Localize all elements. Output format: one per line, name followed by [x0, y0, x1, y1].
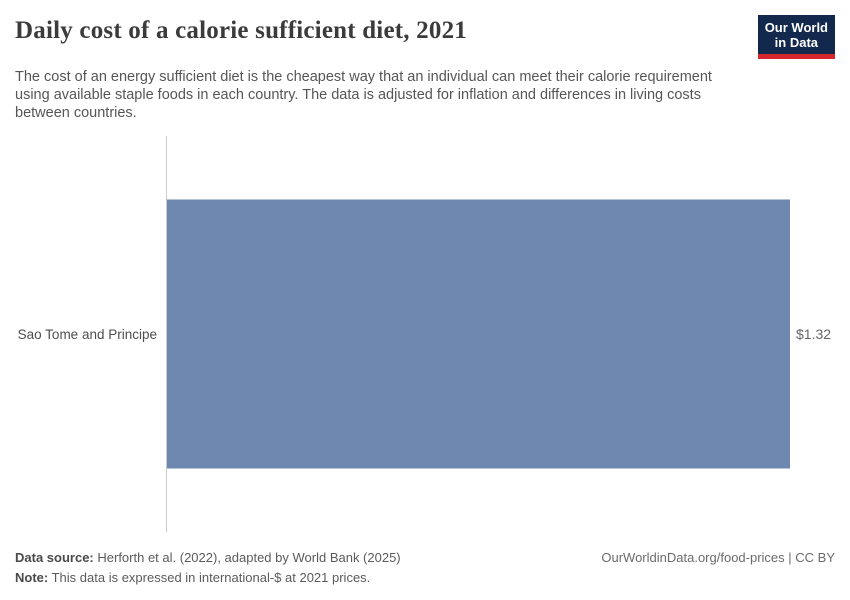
- chart-title: Daily cost of a calorie sufficient diet,…: [15, 17, 467, 44]
- data-source-line: Data source: Herforth et al. (2022), ada…: [15, 548, 401, 568]
- note-line: Note: This data is expressed in internat…: [15, 568, 401, 588]
- bar-chart: Sao Tome and Principe $1.32: [15, 136, 835, 532]
- plot-area: [166, 136, 790, 532]
- value-label: $1.32: [796, 326, 832, 342]
- data-source-text: Herforth et al. (2022), adapted by World…: [97, 550, 401, 565]
- data-source-label: Data source:: [15, 550, 94, 565]
- category-label: Sao Tome and Principe: [17, 326, 157, 342]
- owid-logo-line1: Our World: [764, 20, 828, 35]
- note-text: This data is expressed in international-…: [51, 570, 371, 585]
- owid-logo-line2: in Data: [774, 35, 819, 50]
- attribution-link[interactable]: OurWorldinData.org/food-prices | CC BY: [601, 550, 835, 565]
- header: Daily cost of a calorie sufficient diet,…: [15, 15, 835, 59]
- chart-subtitle: The cost of an energy sufficient diet is…: [15, 69, 712, 121]
- note-label: Note:: [15, 570, 49, 585]
- footer: Data source: Herforth et al. (2022), ada…: [15, 548, 835, 588]
- footer-source-note: Data source: Herforth et al. (2022), ada…: [15, 548, 401, 588]
- bar-sao-tome-and-principe[interactable]: [167, 199, 790, 469]
- owid-logo[interactable]: Our World in Data: [757, 15, 835, 59]
